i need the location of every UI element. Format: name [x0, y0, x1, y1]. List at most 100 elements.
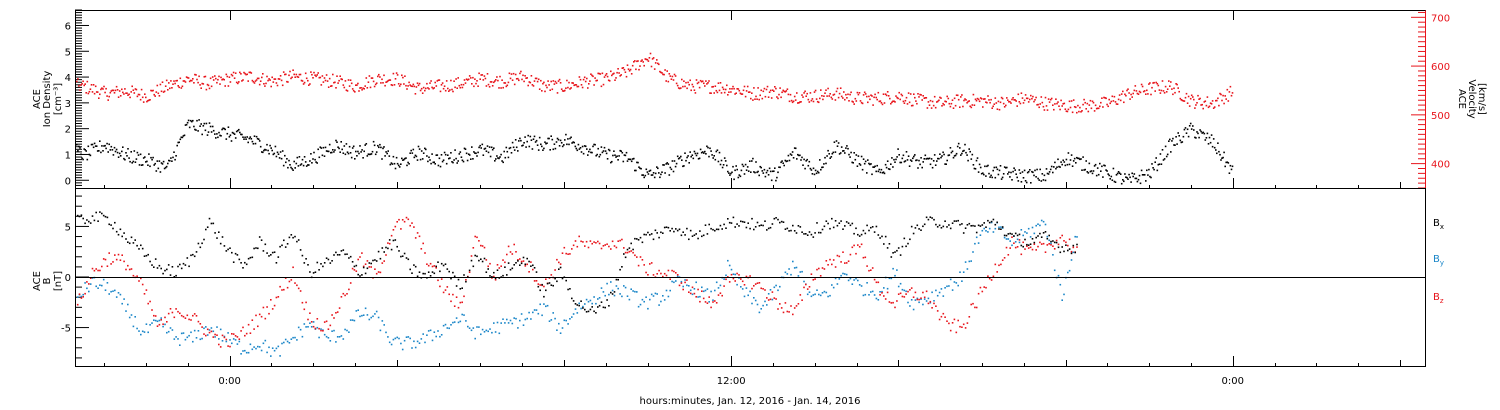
- density-point: [1231, 165, 1234, 168]
- bx-point: [1070, 252, 1073, 255]
- density-point: [934, 164, 937, 166]
- density-point: [749, 160, 751, 162]
- velocity-point: [253, 82, 256, 84]
- density-point: [480, 147, 482, 149]
- bx-point: [153, 266, 155, 268]
- bx-point: [166, 268, 168, 271]
- density-point: [610, 161, 612, 164]
- bx-point: [288, 236, 291, 239]
- density-point: [688, 162, 690, 164]
- by-point: [102, 278, 105, 281]
- velocity-point: [486, 73, 489, 75]
- density-point: [646, 171, 649, 173]
- bx-point: [1007, 233, 1010, 235]
- bz-point: [582, 241, 584, 243]
- density-point: [847, 147, 849, 150]
- density-point: [297, 165, 300, 167]
- velocity-point: [1171, 88, 1173, 90]
- bz-point: [355, 270, 358, 272]
- velocity-point: [200, 87, 202, 89]
- by-point: [453, 321, 456, 323]
- velocity-point: [433, 87, 435, 89]
- velocity-point: [633, 61, 635, 63]
- velocity-point: [923, 97, 926, 99]
- by-point: [946, 285, 948, 288]
- velocity-point: [833, 93, 836, 96]
- velocity-point: [188, 80, 191, 83]
- velocity-point: [570, 87, 572, 89]
- bx-point: [437, 261, 439, 263]
- bz-point: [199, 323, 202, 325]
- by-point: [355, 310, 358, 312]
- bx-point: [442, 264, 445, 267]
- density-point: [197, 130, 199, 132]
- density-point: [682, 165, 684, 168]
- density-point: [804, 167, 806, 170]
- density-point: [1155, 157, 1157, 159]
- bz-point: [485, 259, 488, 261]
- by-point: [489, 328, 491, 330]
- velocity-point: [1044, 96, 1047, 99]
- bx-point: [348, 257, 350, 259]
- velocity-point: [555, 82, 558, 84]
- bx-point: [842, 228, 844, 230]
- density-point: [393, 162, 396, 165]
- velocity-point: [186, 76, 189, 79]
- density-point: [571, 142, 573, 144]
- density-point: [628, 158, 631, 161]
- bz-point: [574, 240, 577, 242]
- density-point: [183, 134, 186, 137]
- velocity-point: [1079, 106, 1081, 109]
- bz-point: [877, 281, 880, 284]
- bx-point: [702, 234, 705, 237]
- velocity-point: [264, 85, 266, 87]
- velocity-point: [340, 78, 342, 80]
- velocity-point: [832, 94, 835, 96]
- bx-point: [652, 238, 655, 241]
- velocity-point: [1158, 89, 1161, 91]
- by-point: [253, 346, 255, 348]
- density-point: [1205, 137, 1208, 139]
- velocity-point: [955, 94, 958, 96]
- velocity-point: [753, 87, 755, 89]
- bx-point: [611, 293, 614, 295]
- velocity-point: [941, 105, 943, 107]
- velocity-point: [167, 89, 169, 91]
- density-point: [805, 160, 807, 162]
- bz-point: [710, 306, 712, 309]
- bz-point: [1048, 243, 1050, 245]
- bx-point: [242, 267, 244, 269]
- bx-point: [732, 216, 735, 219]
- density-point: [402, 159, 404, 161]
- velocity-point: [136, 95, 139, 98]
- bx-point: [262, 250, 265, 252]
- density-point: [992, 169, 994, 172]
- bx-point: [1024, 238, 1026, 241]
- velocity-point: [831, 98, 834, 100]
- density-point: [238, 128, 240, 131]
- density-point: [821, 166, 823, 169]
- density-point: [1158, 163, 1161, 165]
- density-point: [910, 160, 913, 162]
- density-point: [1085, 160, 1087, 162]
- velocity-point: [875, 96, 877, 99]
- bx-point: [156, 267, 159, 269]
- bx-point: [734, 226, 736, 228]
- density-point: [481, 143, 484, 146]
- density-point: [487, 151, 490, 154]
- bx-point: [535, 271, 538, 273]
- bx-point: [340, 250, 343, 252]
- by-point: [849, 277, 852, 280]
- density-point: [517, 150, 519, 152]
- density-point: [933, 154, 936, 156]
- by-point: [1050, 242, 1052, 245]
- bx-point: [858, 235, 861, 237]
- bx-point: [650, 233, 653, 235]
- bx-point: [524, 263, 527, 266]
- bz-point: [903, 296, 906, 298]
- by-point: [608, 293, 610, 296]
- bx-point: [309, 271, 311, 273]
- density-point: [215, 137, 217, 139]
- velocity-point: [185, 76, 188, 78]
- velocity-point: [435, 85, 438, 87]
